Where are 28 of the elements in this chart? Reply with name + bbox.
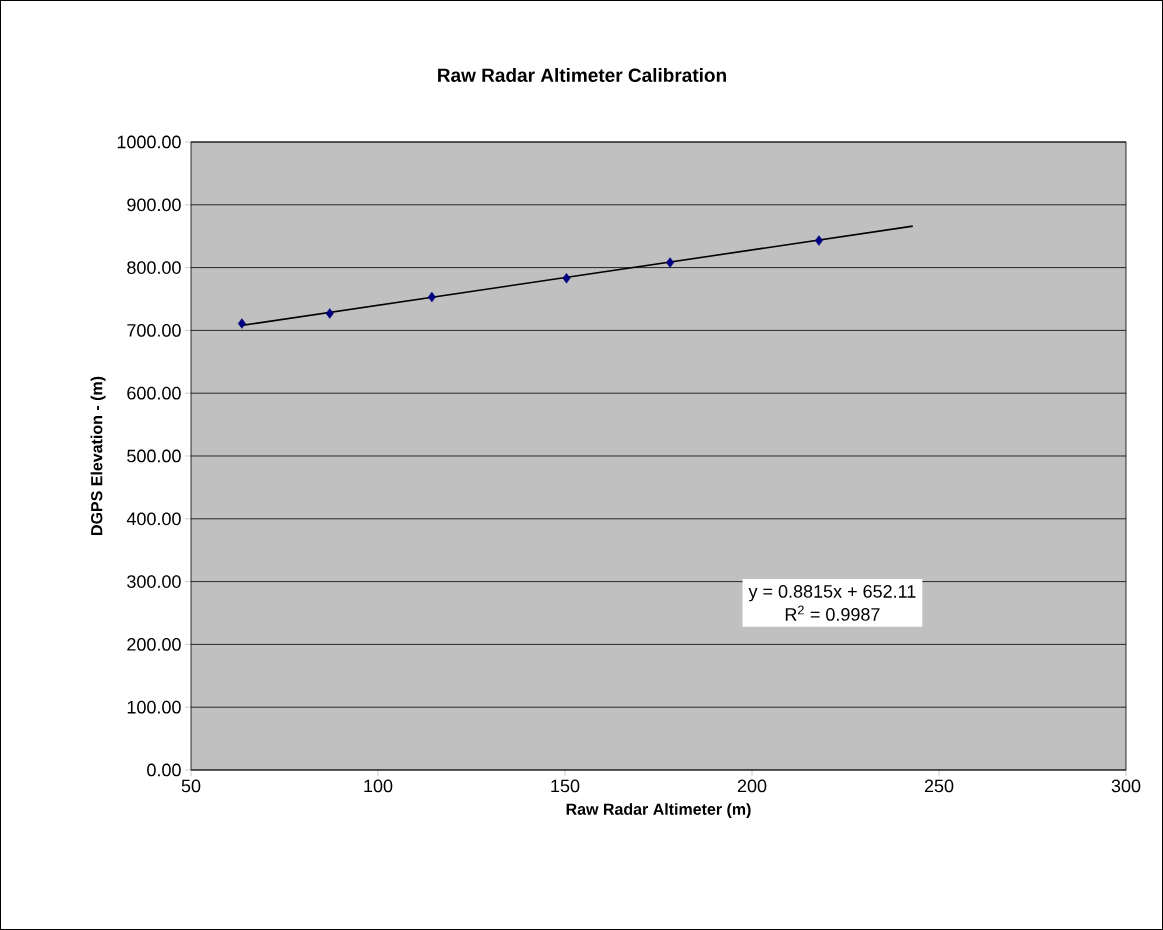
y-tick-label: 200.00 [127, 638, 181, 651]
y-tick-label: 800.00 [127, 261, 181, 274]
chart-title: Raw Radar Altimeter Calibration [438, 68, 726, 82]
point [325, 308, 334, 319]
y-tick-label: 700.00 [127, 324, 181, 337]
y-tick-label: 0.00 [147, 763, 181, 777]
point [666, 257, 675, 268]
x-tick-label: 50 [181, 779, 201, 793]
point [815, 235, 823, 246]
point [562, 273, 571, 284]
x-axis-title: Raw Radar Altimeter (m) [566, 803, 751, 819]
x-tick-label: 250 [924, 779, 954, 793]
y-tick-label: 600.00 [127, 386, 181, 400]
y-tick-label: 100.00 [127, 700, 181, 714]
annotation: R$^{2}$ = 0.9987 [785, 605, 880, 621]
y-tick-label: 500.00 [127, 449, 181, 463]
y-tick-label: 1000.00 [117, 135, 181, 149]
point [237, 318, 246, 329]
x-tick-label: 200 [737, 779, 767, 793]
y-tick-label: 400.00 [126, 512, 181, 526]
point [427, 291, 436, 303]
x-tick-label: 300 [1111, 779, 1141, 793]
annotation: y = 0.8815x + 652.11 [748, 585, 916, 602]
x-tick-label: 150 [551, 779, 580, 793]
y-tick-label: 900.00 [127, 198, 181, 212]
y-axis-title: DGPS Elevation - (m) [90, 376, 106, 535]
y-tick-label: 300.00 [127, 575, 181, 588]
x-tick-label: 100 [364, 779, 393, 793]
